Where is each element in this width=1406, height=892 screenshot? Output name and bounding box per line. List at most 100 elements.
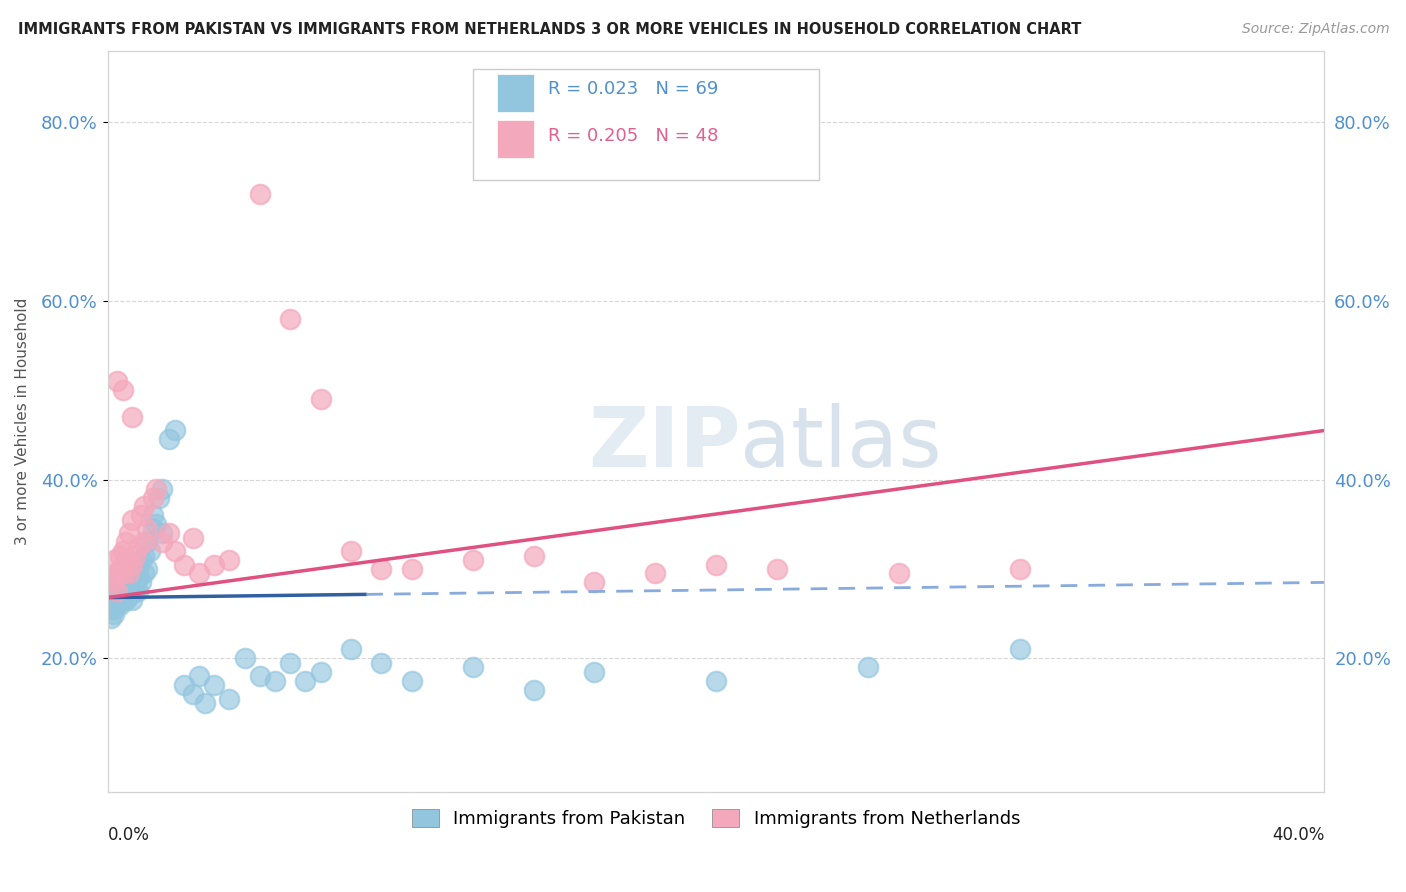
Point	[121, 580, 143, 594]
Point	[145, 482, 167, 496]
Point	[340, 642, 363, 657]
Point	[142, 491, 165, 505]
Point	[887, 566, 910, 581]
Point	[704, 558, 727, 572]
Point	[124, 549, 146, 563]
Text: 0.0%: 0.0%	[108, 826, 149, 844]
Point	[121, 593, 143, 607]
Text: 40.0%: 40.0%	[1272, 826, 1324, 844]
Point	[145, 517, 167, 532]
Point	[118, 526, 141, 541]
Point	[461, 553, 484, 567]
Point	[163, 544, 186, 558]
Point	[103, 575, 125, 590]
Point	[129, 575, 152, 590]
Point	[173, 678, 195, 692]
Point	[233, 651, 256, 665]
Point	[139, 544, 162, 558]
Point	[401, 562, 423, 576]
Point	[108, 562, 131, 576]
Point	[108, 549, 131, 563]
Point	[148, 491, 170, 505]
Point	[202, 678, 225, 692]
Point	[401, 673, 423, 688]
Point	[115, 575, 138, 590]
Point	[461, 660, 484, 674]
Point	[108, 598, 131, 612]
Point	[583, 575, 606, 590]
Point	[105, 593, 128, 607]
Point	[115, 589, 138, 603]
Point	[118, 575, 141, 590]
Point	[181, 687, 204, 701]
Point	[134, 549, 156, 563]
Point	[152, 482, 174, 496]
Point	[1010, 562, 1032, 576]
Point	[118, 584, 141, 599]
Point	[105, 375, 128, 389]
Point	[766, 562, 789, 576]
Point	[111, 580, 134, 594]
Point	[136, 535, 159, 549]
Point	[522, 549, 544, 563]
Point	[134, 535, 156, 549]
Point	[644, 566, 666, 581]
Point	[218, 553, 240, 567]
Text: R = 0.023   N = 69: R = 0.023 N = 69	[548, 80, 718, 98]
Point	[136, 562, 159, 576]
Legend: Immigrants from Pakistan, Immigrants from Netherlands: Immigrants from Pakistan, Immigrants fro…	[405, 802, 1028, 835]
Point	[157, 433, 180, 447]
Point	[370, 562, 392, 576]
Point	[127, 571, 149, 585]
Point	[115, 535, 138, 549]
Point	[129, 508, 152, 523]
Point	[105, 598, 128, 612]
Point	[121, 513, 143, 527]
FancyBboxPatch shape	[498, 120, 533, 158]
Point	[100, 602, 122, 616]
Point	[704, 673, 727, 688]
Point	[218, 691, 240, 706]
Point	[264, 673, 287, 688]
Point	[249, 186, 271, 201]
Point	[115, 553, 138, 567]
Text: atlas: atlas	[741, 403, 942, 484]
Point	[188, 669, 211, 683]
Point	[118, 566, 141, 581]
Point	[111, 584, 134, 599]
Point	[309, 392, 332, 407]
Point	[111, 566, 134, 581]
Point	[278, 656, 301, 670]
Point	[134, 500, 156, 514]
Point	[127, 540, 149, 554]
Point	[522, 682, 544, 697]
Point	[181, 531, 204, 545]
Point	[370, 656, 392, 670]
Point	[127, 562, 149, 576]
Point	[856, 660, 879, 674]
Point	[583, 665, 606, 679]
Point	[108, 589, 131, 603]
Point	[134, 566, 156, 581]
Point	[103, 589, 125, 603]
Point	[127, 584, 149, 599]
Text: R = 0.205   N = 48: R = 0.205 N = 48	[548, 127, 718, 145]
Point	[163, 424, 186, 438]
Point	[121, 410, 143, 425]
Point	[157, 526, 180, 541]
Point	[340, 544, 363, 558]
Point	[100, 571, 122, 585]
Point	[111, 544, 134, 558]
Point	[103, 553, 125, 567]
Point	[142, 522, 165, 536]
Point	[103, 593, 125, 607]
Point	[100, 611, 122, 625]
Point	[294, 673, 316, 688]
Point	[278, 311, 301, 326]
Point	[136, 522, 159, 536]
Point	[108, 580, 131, 594]
Point	[129, 553, 152, 567]
Y-axis label: 3 or more Vehicles in Household: 3 or more Vehicles in Household	[15, 298, 30, 545]
Point	[105, 580, 128, 594]
Point	[152, 535, 174, 549]
